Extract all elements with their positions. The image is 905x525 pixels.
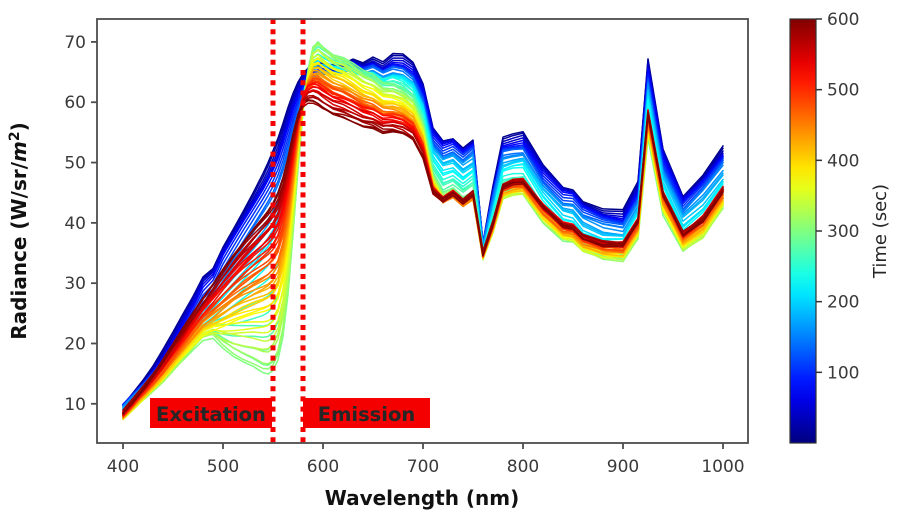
x-axis-label: Wavelength (nm)	[325, 486, 520, 510]
colorbar-tick-label: 400	[827, 151, 859, 171]
y-tick-label: 30	[64, 274, 86, 294]
excitation-label: Excitation	[156, 403, 266, 426]
excitation-label-box	[150, 398, 272, 428]
spectra-curves	[122, 41, 724, 421]
spectrum-curve	[122, 99, 724, 414]
y-tick-label: 50	[64, 154, 86, 174]
colorbar-tick-label: 200	[827, 293, 859, 313]
y-axis-ticks: 10 20 30 40 50 60 70	[64, 33, 97, 415]
colorbar-tick-label: 100	[827, 363, 859, 383]
y-tick-label: 20	[64, 334, 86, 354]
emission-label-box	[303, 398, 430, 428]
x-tick-label: 1000	[701, 457, 744, 477]
x-tick-label: 700	[407, 457, 439, 477]
y-tick-label: 60	[64, 93, 86, 113]
y-axis-label: Radiance (W/sr/m2)	[7, 122, 31, 340]
colorbar-tick-label: 600	[827, 10, 859, 30]
y-tick-label: 70	[64, 33, 86, 53]
x-tick-label: 400	[107, 457, 139, 477]
colorbar-gradient	[789, 18, 817, 444]
colorbar-ticks: 100 200 300 400 500 600	[816, 10, 859, 383]
colorbar-tick-label: 300	[827, 222, 859, 242]
colorbar-label: Time (sec)	[870, 184, 891, 279]
emission-label: Emission	[318, 403, 416, 426]
x-axis-ticks: 400 500 600 700 800 900 1000	[107, 443, 745, 477]
x-tick-label: 800	[507, 457, 539, 477]
x-tick-label: 600	[307, 457, 339, 477]
spectrum-curve	[122, 41, 724, 419]
colorbar-tick-label: 500	[827, 81, 859, 101]
y-tick-label: 40	[64, 214, 86, 234]
spectrum-curve	[122, 62, 724, 418]
x-tick-label: 900	[607, 457, 639, 477]
y-tick-label: 10	[64, 395, 86, 415]
x-tick-label: 500	[207, 457, 239, 477]
